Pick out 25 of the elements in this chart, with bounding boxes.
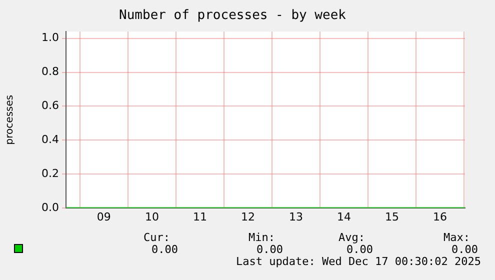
text: 0.00	[346, 243, 373, 256]
text: Avg:	[338, 231, 365, 244]
y-tick-label: 1.0	[42, 31, 59, 44]
y-tick-label: 0.6	[42, 99, 59, 112]
x-tick-label: 11	[192, 210, 207, 224]
x-tick-label: 09	[96, 210, 111, 224]
text: Max:	[444, 231, 470, 244]
text: 0.00	[452, 243, 478, 256]
text: 0.00	[152, 243, 178, 256]
text: Last update: Wed Dec 17 00:30:02 2025	[236, 255, 481, 268]
text: 0.00	[256, 243, 283, 256]
x-tick-label: 13	[288, 210, 303, 224]
x-tick-label: 15	[385, 210, 400, 224]
text: Cur:	[144, 231, 170, 244]
x-tick-label: 14	[337, 210, 352, 224]
y-tick-label: 0.4	[42, 133, 59, 146]
chart-title: Number of processes - by week	[119, 8, 346, 24]
y-tick-label: 0.2	[42, 166, 59, 180]
text: Min:	[248, 231, 275, 244]
x-tick-label: 16	[433, 210, 448, 224]
y-axis-title: processes	[4, 94, 16, 145]
x-tick-label: 10	[144, 210, 159, 224]
y-tick-label: 0.0	[42, 200, 59, 214]
x-tick-label: 12	[240, 210, 255, 224]
y-tick-label: 0.8	[42, 65, 59, 78]
